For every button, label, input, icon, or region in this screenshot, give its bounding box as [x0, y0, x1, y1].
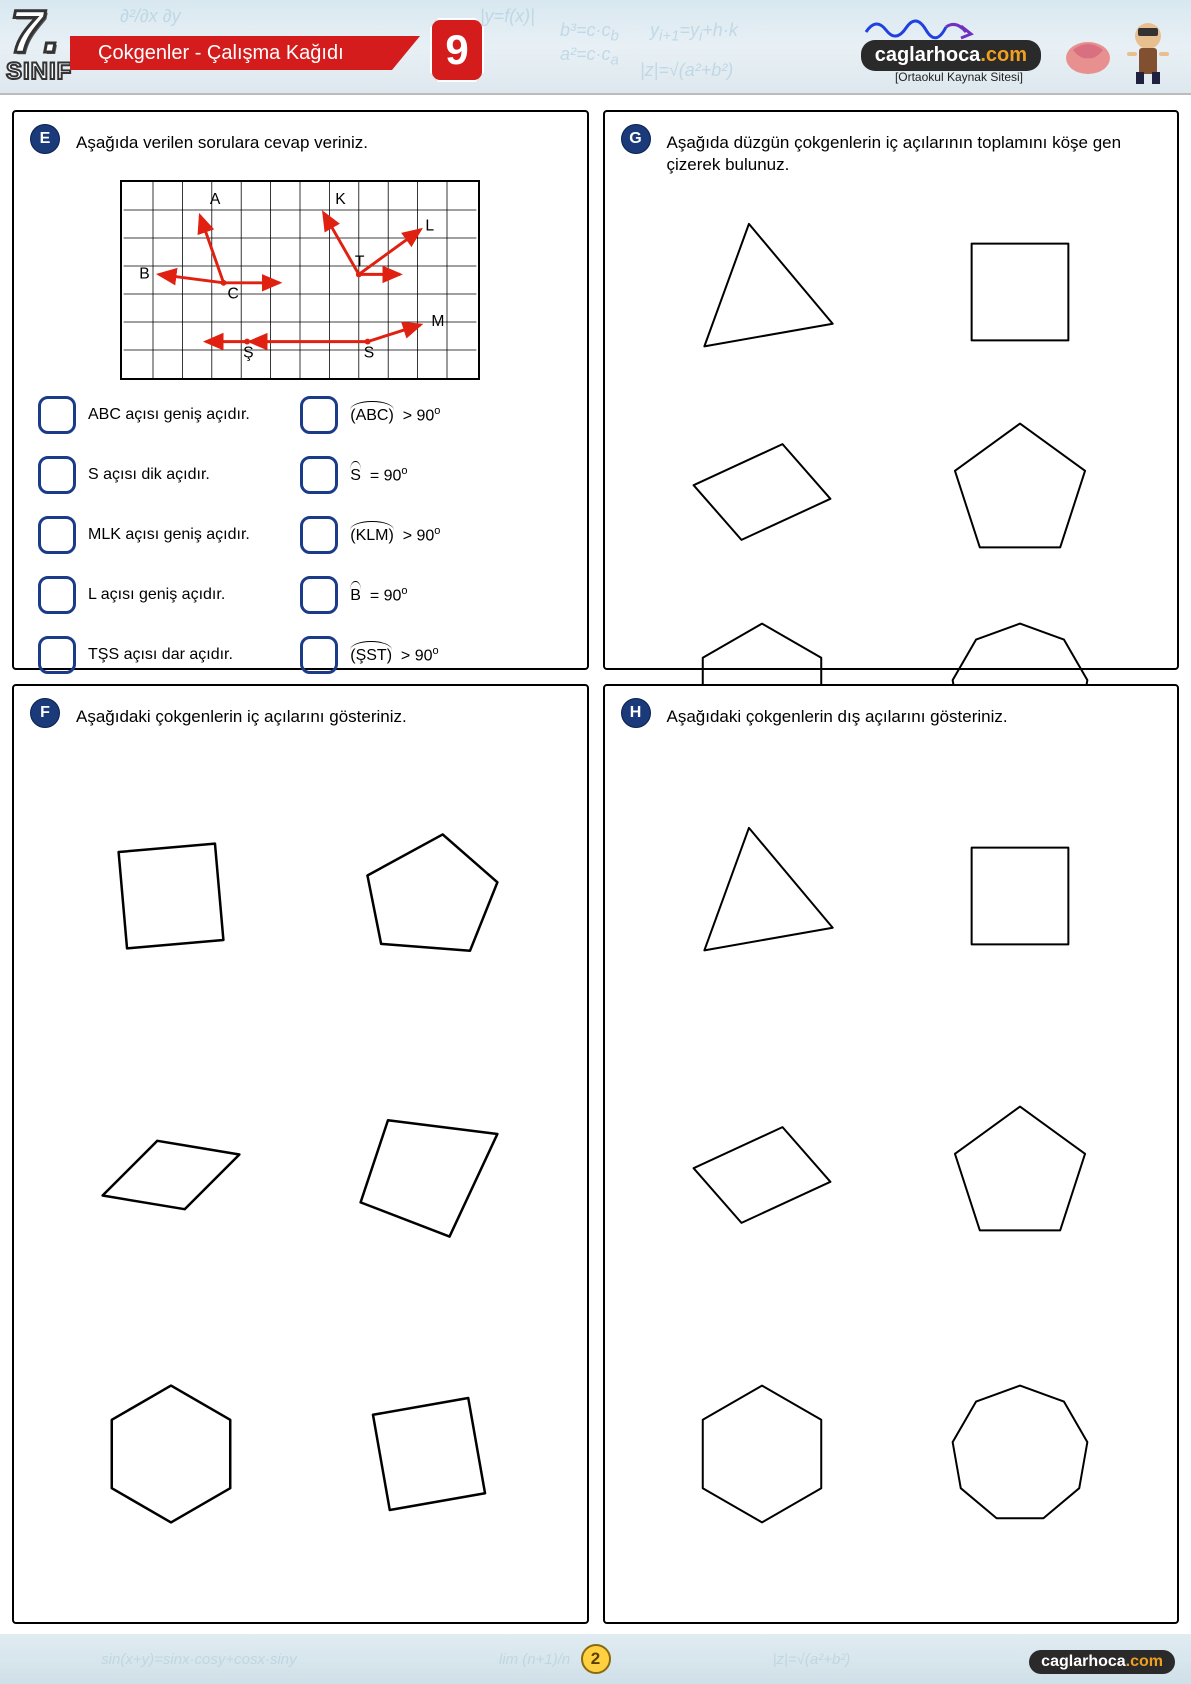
check-expr: (KLM) > 90o	[350, 525, 440, 545]
svg-text:T: T	[355, 254, 365, 271]
shape-triangle	[643, 202, 881, 382]
svg-text:M: M	[432, 313, 445, 330]
panel-e-check-grid: ABC açısı geniş açıdır. (ABC) > 90o S aç…	[32, 396, 569, 674]
arrow-squiggle-icon	[861, 12, 981, 42]
shape-hexagon	[52, 1325, 290, 1584]
shape-square_rot	[310, 1325, 548, 1584]
shape-quad_tilt	[643, 402, 881, 582]
check-row-left: L açısı geniş açıdır.	[38, 576, 300, 614]
svg-text:K: K	[336, 191, 347, 208]
checkbox[interactable]	[38, 576, 76, 614]
panel-badge-f: F	[30, 698, 60, 728]
panel-h: H Aşağıdaki çokgenlerin dış açılarını gö…	[603, 684, 1180, 1624]
check-row-right: S = 90o	[300, 456, 562, 494]
shape-square_rot	[52, 766, 290, 1025]
svg-text:A: A	[210, 191, 221, 208]
panel-badge-e: E	[30, 124, 60, 154]
grade-label: SINIF	[6, 58, 72, 86]
svg-text:L: L	[426, 218, 435, 235]
worksheet-title: Çokgenler - Çalışma Kağıdı	[70, 36, 420, 70]
check-expr: (ŞST) > 90o	[350, 645, 438, 665]
worksheet-header: ∂²/∂x ∂y |y=f(x)| b³=c·cb yi+1=yi+h·k a²…	[0, 0, 1191, 95]
check-label: MLK açısı geniş açıdır.	[88, 526, 250, 544]
checkbox[interactable]	[38, 456, 76, 494]
panel-badge-g: G	[621, 124, 651, 154]
panel-g-shapes	[623, 192, 1160, 650]
shape-triangle	[643, 766, 881, 1025]
check-row-left: ABC açısı geniş açıdır.	[38, 396, 300, 434]
check-row-left: MLK açısı geniş açıdır.	[38, 516, 300, 554]
panel-g: G Aşağıda düzgün çokgenlerin iç açıların…	[603, 110, 1180, 670]
svg-text:B: B	[140, 265, 150, 282]
svg-text:C: C	[228, 285, 239, 302]
panel-e: E Aşağıda verilen sorulara cevap veriniz…	[12, 110, 589, 670]
panel-h-shapes	[623, 756, 1160, 1594]
check-row-right: (ABC) > 90o	[300, 396, 562, 434]
grade-number: 7.	[10, 8, 60, 56]
check-row-left: TŞS açısı dar açıdır.	[38, 636, 300, 674]
check-label: TŞS açısı dar açıdır.	[88, 646, 233, 664]
check-label: S açısı dik açıdır.	[88, 466, 210, 484]
footer-brand-badge: caglarhoca.com	[1029, 1650, 1175, 1674]
content-grid: E Aşağıda verilen sorulara cevap veriniz…	[12, 110, 1179, 1624]
shape-quad_irr	[310, 1045, 548, 1304]
svg-text:Ş: Ş	[243, 344, 253, 361]
footer-decor: sin(x+y)=sinx·cosy+cosx·siny lim (n+1)/n…	[0, 1634, 1191, 1684]
check-label: L açısı geniş açıdır.	[88, 586, 225, 604]
panel-f-prompt: Aşağıdaki çokgenlerin iç açılarını göste…	[76, 702, 569, 740]
checkbox[interactable]	[300, 516, 338, 554]
panel-e-figure: A B C K L T M S Ş	[120, 180, 480, 380]
panel-h-prompt: Aşağıdaki çokgenlerin dış açılarını göst…	[667, 702, 1160, 740]
panel-badge-h: H	[621, 698, 651, 728]
brand-subtitle: [Ortaokul Kaynak Sitesi]	[895, 70, 1023, 84]
checkbox[interactable]	[300, 576, 338, 614]
shape-hexagon	[643, 1325, 881, 1584]
panel-e-prompt: Aşağıda verilen sorulara cevap veriniz.	[76, 128, 569, 166]
checkbox[interactable]	[300, 636, 338, 674]
shape-square_rot	[901, 766, 1139, 1025]
svg-text:S: S	[364, 344, 374, 361]
panel-f: F Aşağıdaki çokgenlerin iç açılarını gös…	[12, 684, 589, 1624]
checkbox[interactable]	[38, 636, 76, 674]
shape-pentagon	[901, 1045, 1139, 1304]
panel-g-prompt: Aşağıda düzgün çokgenlerin iç açılarının…	[667, 128, 1160, 176]
check-expr: (ABC) > 90o	[350, 405, 440, 425]
shape-pentagon_irr	[310, 766, 548, 1025]
check-label: ABC açısı geniş açıdır.	[88, 406, 250, 424]
brand-main: caglarhoca	[875, 44, 981, 66]
checkbox[interactable]	[38, 396, 76, 434]
worksheet-footer: sin(x+y)=sinx·cosy+cosx·siny lim (n+1)/n…	[0, 1634, 1191, 1684]
footer-brand-domain: .com	[1126, 1653, 1163, 1670]
check-row-right: (KLM) > 90o	[300, 516, 562, 554]
shape-quad_tilt	[643, 1045, 881, 1304]
check-expr: B = 90o	[350, 585, 407, 605]
brand-badge: caglarhoca.com	[861, 40, 1041, 71]
mascot-avatar-icon	[1053, 8, 1183, 86]
check-row-left: S açısı dik açıdır.	[38, 456, 300, 494]
check-expr: S = 90o	[350, 465, 407, 485]
checkbox[interactable]	[300, 456, 338, 494]
sheet-number: 9	[430, 18, 484, 82]
panel-f-shapes	[32, 756, 569, 1594]
shape-parallelogram	[52, 1045, 290, 1304]
shape-nonagon	[901, 1325, 1139, 1584]
shape-pentagon	[901, 402, 1139, 582]
checkbox[interactable]	[38, 516, 76, 554]
brand-domain: .com	[980, 44, 1027, 66]
checkbox[interactable]	[300, 396, 338, 434]
footer-brand-main: caglarhoca	[1041, 1653, 1125, 1670]
shape-square_rot	[901, 202, 1139, 382]
check-row-right: B = 90o	[300, 576, 562, 614]
check-row-right: (ŞST) > 90o	[300, 636, 562, 674]
